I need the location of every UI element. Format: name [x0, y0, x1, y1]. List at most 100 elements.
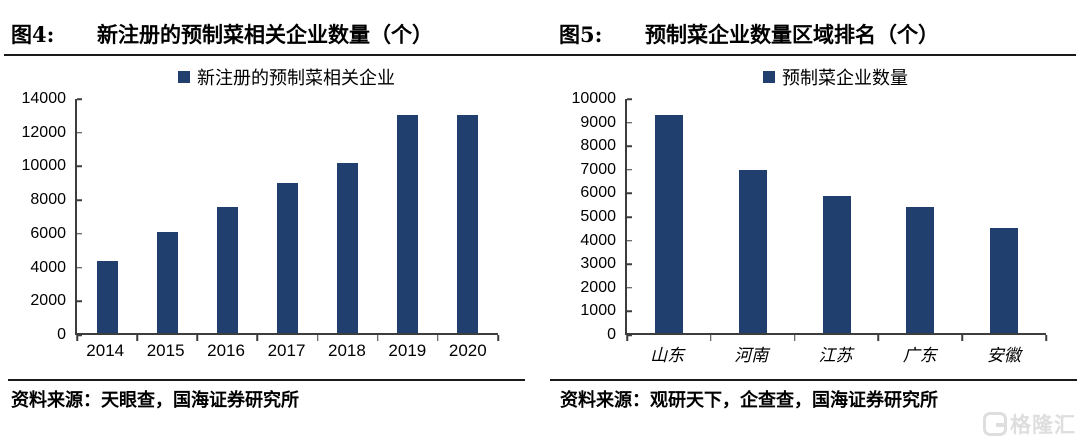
- y-axis-tick: [77, 165, 82, 168]
- y-axis-tick-label: 4000: [580, 231, 616, 249]
- y-axis-tick-label: 4000: [30, 258, 66, 276]
- y-axis-tick-label: 10000: [21, 157, 67, 175]
- figure4-title: 新注册的预制菜相关企业数量（个）: [97, 22, 433, 47]
- figure4-panel: 图4: 新注册的预制菜相关企业数量（个） 新注册的预制菜相关企业 0 2000 40…: [8, 0, 525, 443]
- figure5-label: 图5:: [559, 22, 603, 47]
- y-axis-tick-label: 0: [57, 326, 66, 343]
- bar-山东: [654, 115, 683, 333]
- gelonghui-watermark: 格隆汇: [983, 409, 1076, 439]
- gelonghui-logo-icon: [983, 412, 1007, 436]
- figure4-source: 资料来源：天眼查，国海证券研究所: [11, 390, 299, 411]
- figure4-bottom-rule: [8, 379, 525, 381]
- y-axis-tick-label: 3000: [580, 255, 616, 273]
- x-axis-tick: [376, 335, 379, 341]
- y-axis-tick: [627, 98, 632, 100]
- y-axis-labels: 0 2000 4000 6000 8000 10000 12000 14000: [8, 90, 67, 343]
- x-axis-category-label: 山东: [650, 346, 685, 366]
- x-axis-category-label: 2020: [448, 341, 487, 360]
- bar-安徽: [990, 228, 1019, 333]
- figure4-label: 图4:: [11, 22, 55, 47]
- figure5-bottom-rule: [550, 379, 1077, 381]
- x-axis-tick: [877, 335, 880, 341]
- legend-swatch-icon: [178, 71, 190, 83]
- y-axis-tick-label: 0: [607, 326, 616, 343]
- y-axis-tick-label: 10000: [571, 90, 617, 107]
- bar-2017: [277, 183, 298, 333]
- y-axis-tick: [627, 192, 632, 195]
- bar-2019: [397, 115, 419, 333]
- bar-2016: [216, 207, 238, 333]
- figure5-legend: 预制菜企业数量: [625, 66, 1046, 89]
- x-axis-category-label: 江苏: [818, 346, 853, 366]
- y-axis-tick-label: 1000: [580, 302, 616, 320]
- x-axis-category-label: 2014: [86, 341, 125, 360]
- y-axis-tick-label: 8000: [30, 191, 66, 209]
- y-axis-tick: [77, 233, 82, 235]
- y-axis-tick: [627, 334, 632, 336]
- y-axis-tick: [77, 98, 82, 100]
- plot-area: [75, 98, 499, 341]
- x-axis-labels: 2014 2015 2016 2017 2018 2019 2020: [75, 341, 498, 363]
- y-axis-tick: [77, 131, 82, 134]
- x-axis-tick: [316, 335, 319, 341]
- bar-河南: [738, 170, 767, 333]
- y-axis-tick: [627, 239, 632, 242]
- x-axis-category-label: 2019: [388, 341, 427, 360]
- plot-area: [625, 98, 1047, 341]
- y-axis-tick: [627, 169, 632, 171]
- x-axis-tick: [136, 335, 138, 341]
- y-axis-tick: [77, 199, 82, 201]
- y-axis-tick-label: 6000: [30, 224, 66, 242]
- y-axis-tick-label: 7000: [580, 160, 616, 178]
- x-axis-category-label: 安徽: [986, 346, 1021, 366]
- x-axis-category-label: 2015: [146, 341, 185, 360]
- y-axis-tick-label: 2000: [30, 292, 66, 310]
- gelonghui-brand-text: 格隆汇: [1010, 414, 1076, 437]
- y-axis-tick: [77, 300, 82, 303]
- x-axis-category-label: 广东: [902, 346, 937, 366]
- y-axis-tick: [627, 287, 632, 289]
- bar-江苏: [822, 196, 851, 333]
- y-axis-tick-label: 5000: [580, 208, 616, 225]
- y-axis-tick: [627, 216, 632, 218]
- figure5-title-row: 图5: 预制菜企业数量区域排名（个）: [550, 19, 939, 49]
- y-axis-tick: [627, 310, 632, 313]
- x-axis-tick: [710, 335, 712, 341]
- x-axis-tick: [76, 335, 78, 341]
- figure5-source: 资料来源：观研天下，企查查，国海证券研究所: [560, 390, 938, 411]
- x-axis-labels: 山东 河南 江苏 广东 安徽: [625, 341, 1046, 366]
- y-axis-tick-label: 6000: [580, 184, 616, 202]
- x-axis-category-label: 2017: [267, 341, 306, 360]
- y-axis-tick: [627, 145, 632, 147]
- y-axis-tick: [77, 334, 82, 336]
- legend-label: 新注册的预制菜相关企业: [197, 68, 395, 89]
- y-axis-labels: 0 1000 2000 3000 4000 5000 6000 7000 8000 9000 100…: [550, 90, 617, 343]
- bar-2015: [156, 232, 178, 333]
- bar-2018: [337, 163, 359, 333]
- legend-swatch-icon: [763, 71, 775, 83]
- figure4-bar-chart: 0 2000 4000 6000 8000 10000 12000 14000 2014 201…: [8, 0, 525, 443]
- y-axis-tick-label: 2000: [580, 278, 616, 296]
- y-axis-tick: [627, 263, 632, 265]
- bar-2014: [96, 261, 118, 333]
- x-axis-tick: [793, 335, 796, 341]
- x-axis-category-label: 河南: [734, 346, 769, 366]
- x-axis-tick: [437, 335, 439, 341]
- legend-label: 预制菜企业数量: [782, 68, 908, 89]
- y-axis-tick-label: 8000: [580, 137, 616, 155]
- figure5-title: 预制菜企业数量区域排名（个）: [645, 22, 939, 47]
- x-axis-category-label: 2018: [328, 341, 366, 360]
- bar-2020: [457, 115, 479, 333]
- y-axis-tick: [77, 266, 82, 269]
- title-underline-rule: [4, 54, 1076, 56]
- figure4-legend: 新注册的预制菜相关企业: [75, 66, 498, 89]
- x-axis-tick: [626, 335, 628, 341]
- y-axis-tick: [627, 121, 632, 124]
- x-axis-category-label: 2016: [207, 341, 245, 360]
- x-axis-tick: [256, 335, 259, 341]
- bar-广东: [906, 207, 935, 333]
- x-axis-tick: [1045, 335, 1047, 341]
- y-axis-tick-label: 14000: [21, 90, 67, 107]
- y-axis-tick-label: 9000: [580, 113, 616, 131]
